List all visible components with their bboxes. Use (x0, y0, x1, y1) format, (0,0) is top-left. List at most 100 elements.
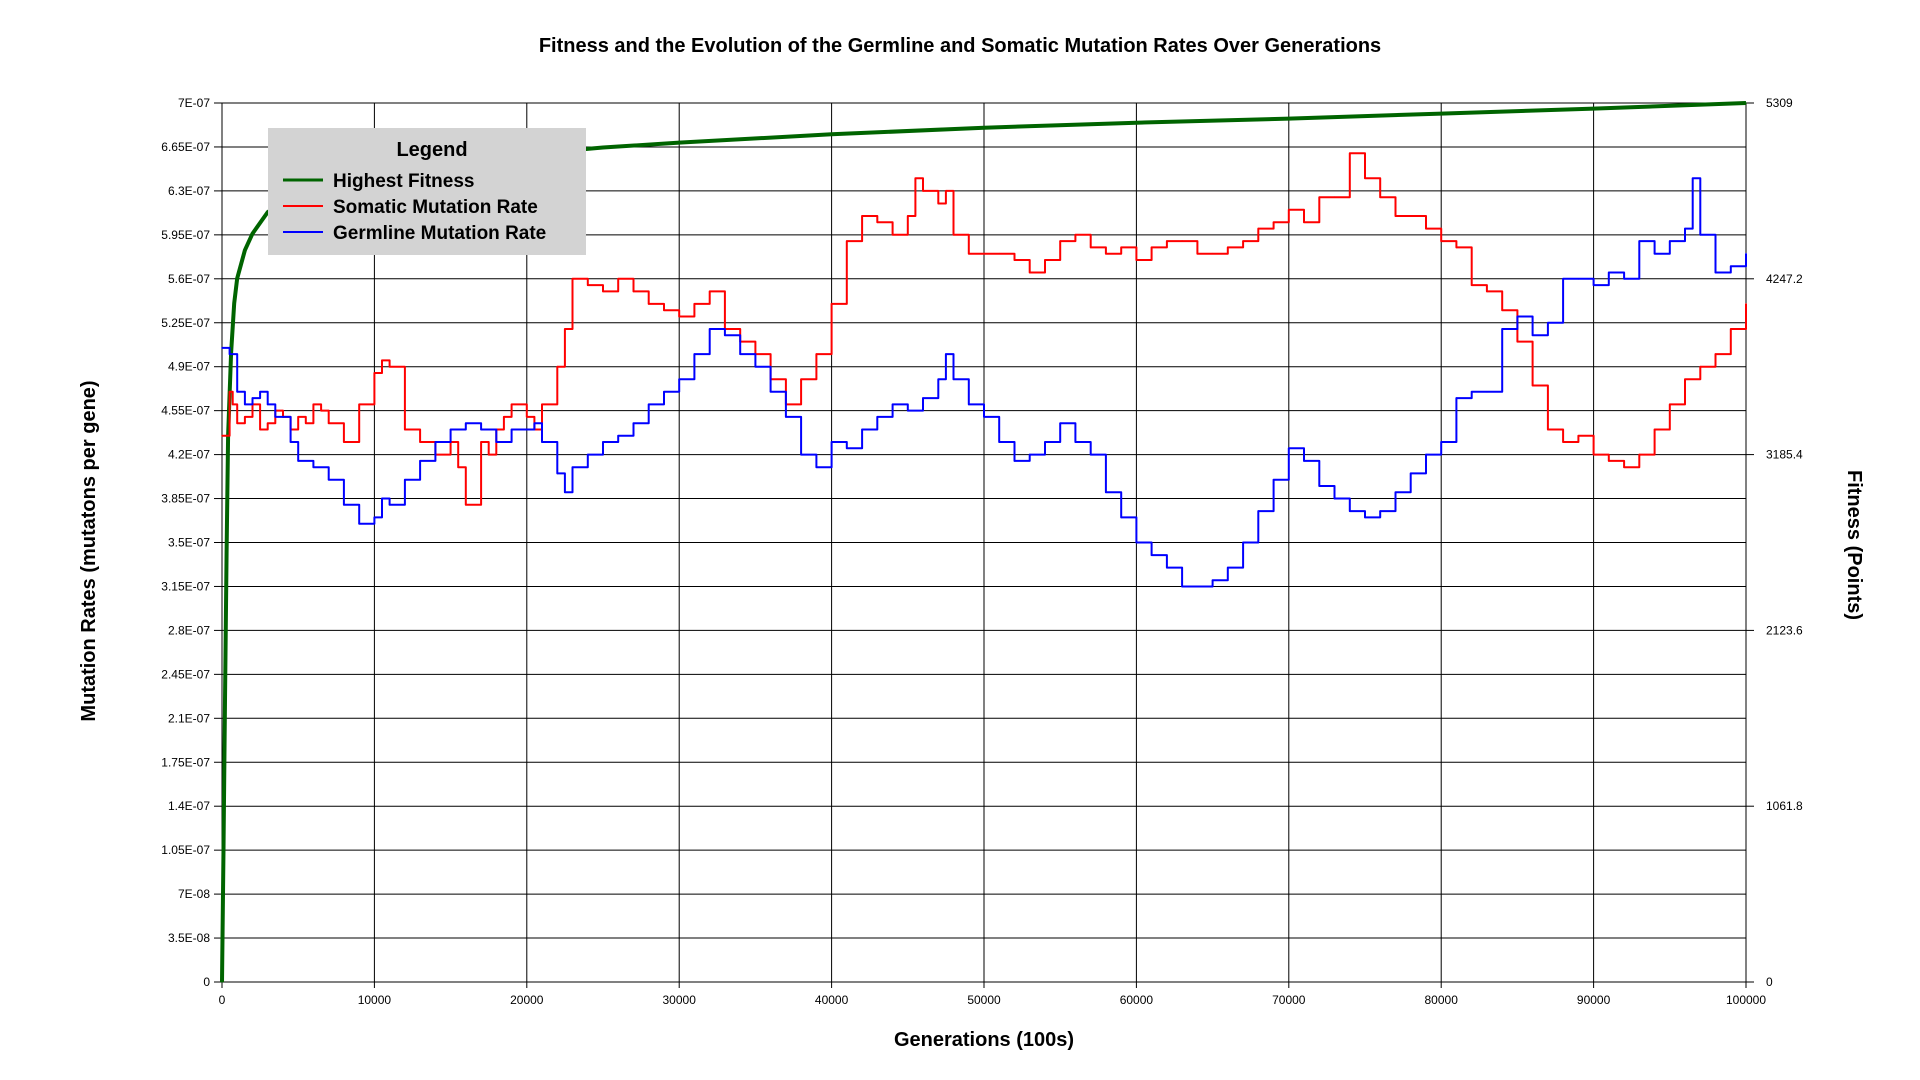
data-point-somatic-mutation-rate (1242, 240, 1244, 242)
data-point-highest-fitness (244, 249, 246, 251)
data-point-germline-mutation-rate (564, 491, 566, 494)
data-point-germline-mutation-rate (388, 504, 391, 506)
data-point-somatic-mutation-rate (231, 403, 234, 406)
legend-label-somatic: Somatic Mutation Rate (333, 197, 538, 218)
data-point-germline-mutation-rate (861, 428, 863, 431)
data-point-germline-mutation-rate (602, 441, 604, 443)
data-point-somatic-mutation-rate (1592, 453, 1595, 456)
data-point-germline-mutation-rate (815, 466, 818, 469)
data-point-germline-mutation-rate (465, 422, 467, 425)
data-point-germline-mutation-rate (754, 365, 757, 368)
legend-label-fitness: Highest Fitness (333, 171, 474, 192)
data-point-germline-mutation-rate (1364, 516, 1366, 519)
y-axis-right-title: Fitness (Points) (1843, 470, 1865, 620)
data-point-highest-fitness (1592, 107, 1595, 110)
data-point-germline-mutation-rate (236, 391, 238, 393)
data-point-germline-mutation-rate (708, 328, 711, 330)
y-left-tick-label: 4.2E-07 (168, 448, 210, 462)
data-point-somatic-mutation-rate (480, 441, 482, 443)
data-point-somatic-mutation-rate (266, 422, 269, 425)
data-point-germline-mutation-rate (937, 378, 940, 381)
data-point-germline-mutation-rate (724, 334, 726, 337)
data-point-somatic-mutation-rate (907, 215, 909, 217)
y-left-tick-label: 6.65E-07 (161, 140, 210, 154)
y-left-tick-label: 1.75E-07 (161, 755, 210, 769)
data-point-germline-mutation-rate (251, 397, 254, 399)
data-point-germline-mutation-rate (533, 422, 536, 425)
data-point-highest-fitness (1745, 102, 1747, 104)
data-point-germline-mutation-rate (876, 416, 879, 418)
data-point-somatic-mutation-rate (846, 240, 848, 242)
data-point-germline-mutation-rate (1638, 240, 1641, 242)
data-point-highest-fitness (830, 133, 833, 136)
data-point-germline-mutation-rate (632, 422, 635, 425)
data-point-somatic-mutation-rate (1440, 240, 1442, 242)
x-tick-label: 80000 (1425, 993, 1459, 1007)
legend-label-germline: Germline Mutation Rate (333, 223, 546, 244)
legend-title: Legend (396, 139, 467, 161)
data-point-somatic-mutation-rate (1684, 378, 1686, 381)
data-point-somatic-mutation-rate (945, 190, 947, 192)
y-left-tick-label: 4.9E-07 (168, 360, 210, 374)
data-point-highest-fitness (224, 699, 226, 702)
data-point-somatic-mutation-rate (922, 190, 924, 192)
data-point-somatic-mutation-rate (487, 453, 490, 456)
data-point-germline-mutation-rate (678, 378, 680, 381)
y-left-tick-label: 5.6E-07 (168, 272, 210, 286)
data-point-germline-mutation-rate (1120, 516, 1122, 519)
chart-title: Fitness and the Evolution of the Germlin… (539, 35, 1381, 57)
data-point-somatic-mutation-rate (1166, 240, 1168, 242)
data-point-somatic-mutation-rate (632, 290, 635, 293)
legend: Legend Highest Fitness Somatic Mutation … (268, 128, 586, 255)
data-point-germline-mutation-rate (1577, 278, 1580, 280)
data-point-germline-mutation-rate (1623, 278, 1625, 280)
data-point-germline-mutation-rate (1608, 271, 1610, 274)
data-point-germline-mutation-rate (510, 428, 513, 431)
data-point-germline-mutation-rate (1196, 585, 1199, 588)
data-point-germline-mutation-rate (312, 466, 315, 469)
data-point-germline-mutation-rate (1562, 278, 1564, 280)
data-point-germline-mutation-rate (647, 403, 650, 406)
data-point-germline-mutation-rate (945, 353, 947, 355)
data-point-germline-mutation-rate (244, 403, 246, 406)
y-right-tick-label: 2123.6 (1766, 623, 1803, 637)
data-point-somatic-mutation-rate (228, 391, 231, 393)
data-point-somatic-mutation-rate (320, 409, 322, 412)
data-point-germline-mutation-rate (1470, 391, 1473, 393)
data-point-germline-mutation-rate (1013, 460, 1016, 462)
x-axis-title: Generations (100s) (894, 1029, 1074, 1051)
data-point-germline-mutation-rate (297, 460, 300, 462)
data-point-germline-mutation-rate (381, 497, 383, 500)
data-point-germline-mutation-rate (480, 428, 482, 431)
data-point-germline-mutation-rate (228, 353, 231, 355)
data-point-germline-mutation-rate (663, 391, 665, 393)
data-point-somatic-mutation-rate (968, 252, 970, 255)
data-point-somatic-mutation-rate (830, 303, 833, 305)
data-point-highest-fitness (222, 848, 225, 851)
y-left-tick-label: 6.3E-07 (168, 184, 210, 198)
data-point-somatic-mutation-rate (1349, 152, 1351, 154)
data-point-somatic-mutation-rate (1044, 259, 1046, 261)
data-point-somatic-mutation-rate (259, 428, 261, 431)
data-point-germline-mutation-rate (1257, 510, 1260, 512)
data-point-somatic-mutation-rate (297, 416, 300, 418)
data-point-germline-mutation-rate (693, 353, 696, 355)
x-tick-label: 70000 (1272, 993, 1306, 1007)
data-point-germline-mutation-rate (289, 441, 292, 443)
x-tick-label: 50000 (967, 993, 1001, 1007)
data-point-somatic-mutation-rate (1562, 441, 1564, 443)
data-point-highest-fitness (602, 146, 604, 149)
data-point-somatic-mutation-rate (1653, 428, 1656, 431)
data-point-somatic-mutation-rate (1364, 177, 1366, 180)
data-point-somatic-mutation-rate (1501, 309, 1503, 312)
data-point-germline-mutation-rate (1059, 422, 1061, 425)
data-point-germline-mutation-rate (1425, 453, 1427, 456)
data-point-germline-mutation-rate (1547, 322, 1549, 324)
data-point-somatic-mutation-rate (305, 422, 307, 425)
y-left-tick-label: 5.95E-07 (161, 228, 210, 242)
data-point-somatic-mutation-rate (1745, 303, 1747, 305)
data-point-germline-mutation-rate (1684, 227, 1686, 230)
data-point-somatic-mutation-rate (1379, 196, 1381, 198)
data-point-germline-mutation-rate (907, 409, 909, 412)
